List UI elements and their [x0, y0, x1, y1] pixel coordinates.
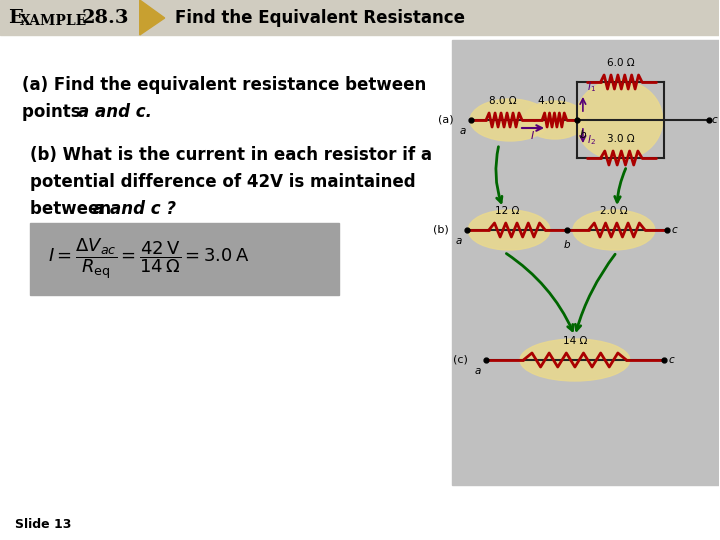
Text: (b) What is the current in each resistor if a: (b) What is the current in each resistor…: [30, 146, 432, 164]
Text: $a$: $a$: [456, 236, 463, 246]
Text: Slide 13: Slide 13: [15, 518, 71, 531]
Text: a and c ?: a and c ?: [93, 200, 176, 218]
Bar: [452, 40, 719, 485]
Text: 2.0 Ω: 2.0 Ω: [600, 206, 628, 216]
Text: 4.0 Ω: 4.0 Ω: [538, 96, 566, 106]
Text: 14 Ω: 14 Ω: [563, 336, 587, 346]
Text: (c): (c): [453, 355, 468, 365]
Text: $a$: $a$: [474, 366, 482, 376]
Bar: [30, 223, 339, 295]
Text: $c$: $c$: [671, 225, 678, 235]
Ellipse shape: [470, 99, 550, 141]
Text: Find the Equivalent Resistance: Find the Equivalent Resistance: [175, 9, 464, 27]
Ellipse shape: [468, 210, 550, 250]
Ellipse shape: [524, 101, 586, 139]
Text: $I = \dfrac{\Delta V_{ac}}{R_{\mathrm{eq}}} = \dfrac{42\,\mathrm{V}}{14\,\Omega}: $I = \dfrac{\Delta V_{ac}}{R_{\mathrm{eq…: [48, 237, 249, 281]
Ellipse shape: [573, 210, 654, 250]
Text: $I_2$: $I_2$: [587, 133, 595, 147]
Text: E: E: [8, 9, 23, 27]
Text: $I$: $I$: [531, 129, 536, 141]
Text: $b$: $b$: [563, 238, 571, 250]
Text: 12 Ω: 12 Ω: [495, 206, 519, 216]
Ellipse shape: [575, 80, 662, 160]
Text: points: points: [22, 103, 86, 121]
Text: potential difference of 42V is maintained: potential difference of 42V is maintaine…: [30, 173, 415, 191]
Text: (a) Find the equivalent resistance between: (a) Find the equivalent resistance betwe…: [22, 76, 426, 94]
Text: $a$: $a$: [459, 126, 467, 136]
Text: $c$: $c$: [667, 355, 675, 365]
Ellipse shape: [520, 339, 630, 381]
Text: $c$: $c$: [711, 115, 719, 125]
Text: (b): (b): [433, 225, 449, 235]
Text: a and c.: a and c.: [78, 103, 152, 121]
Text: (a): (a): [438, 115, 453, 125]
Text: 28.3: 28.3: [82, 9, 130, 27]
Text: 8.0 Ω: 8.0 Ω: [489, 96, 517, 106]
Polygon shape: [140, 0, 165, 35]
Text: $I_1$: $I_1$: [587, 80, 596, 94]
Text: $b$: $b$: [579, 128, 587, 140]
Text: 3.0 Ω: 3.0 Ω: [607, 134, 634, 144]
Bar: [0, 0, 719, 35]
Text: 6.0 Ω: 6.0 Ω: [607, 58, 634, 68]
Text: between: between: [30, 200, 117, 218]
Text: XAMPLE: XAMPLE: [20, 14, 87, 28]
